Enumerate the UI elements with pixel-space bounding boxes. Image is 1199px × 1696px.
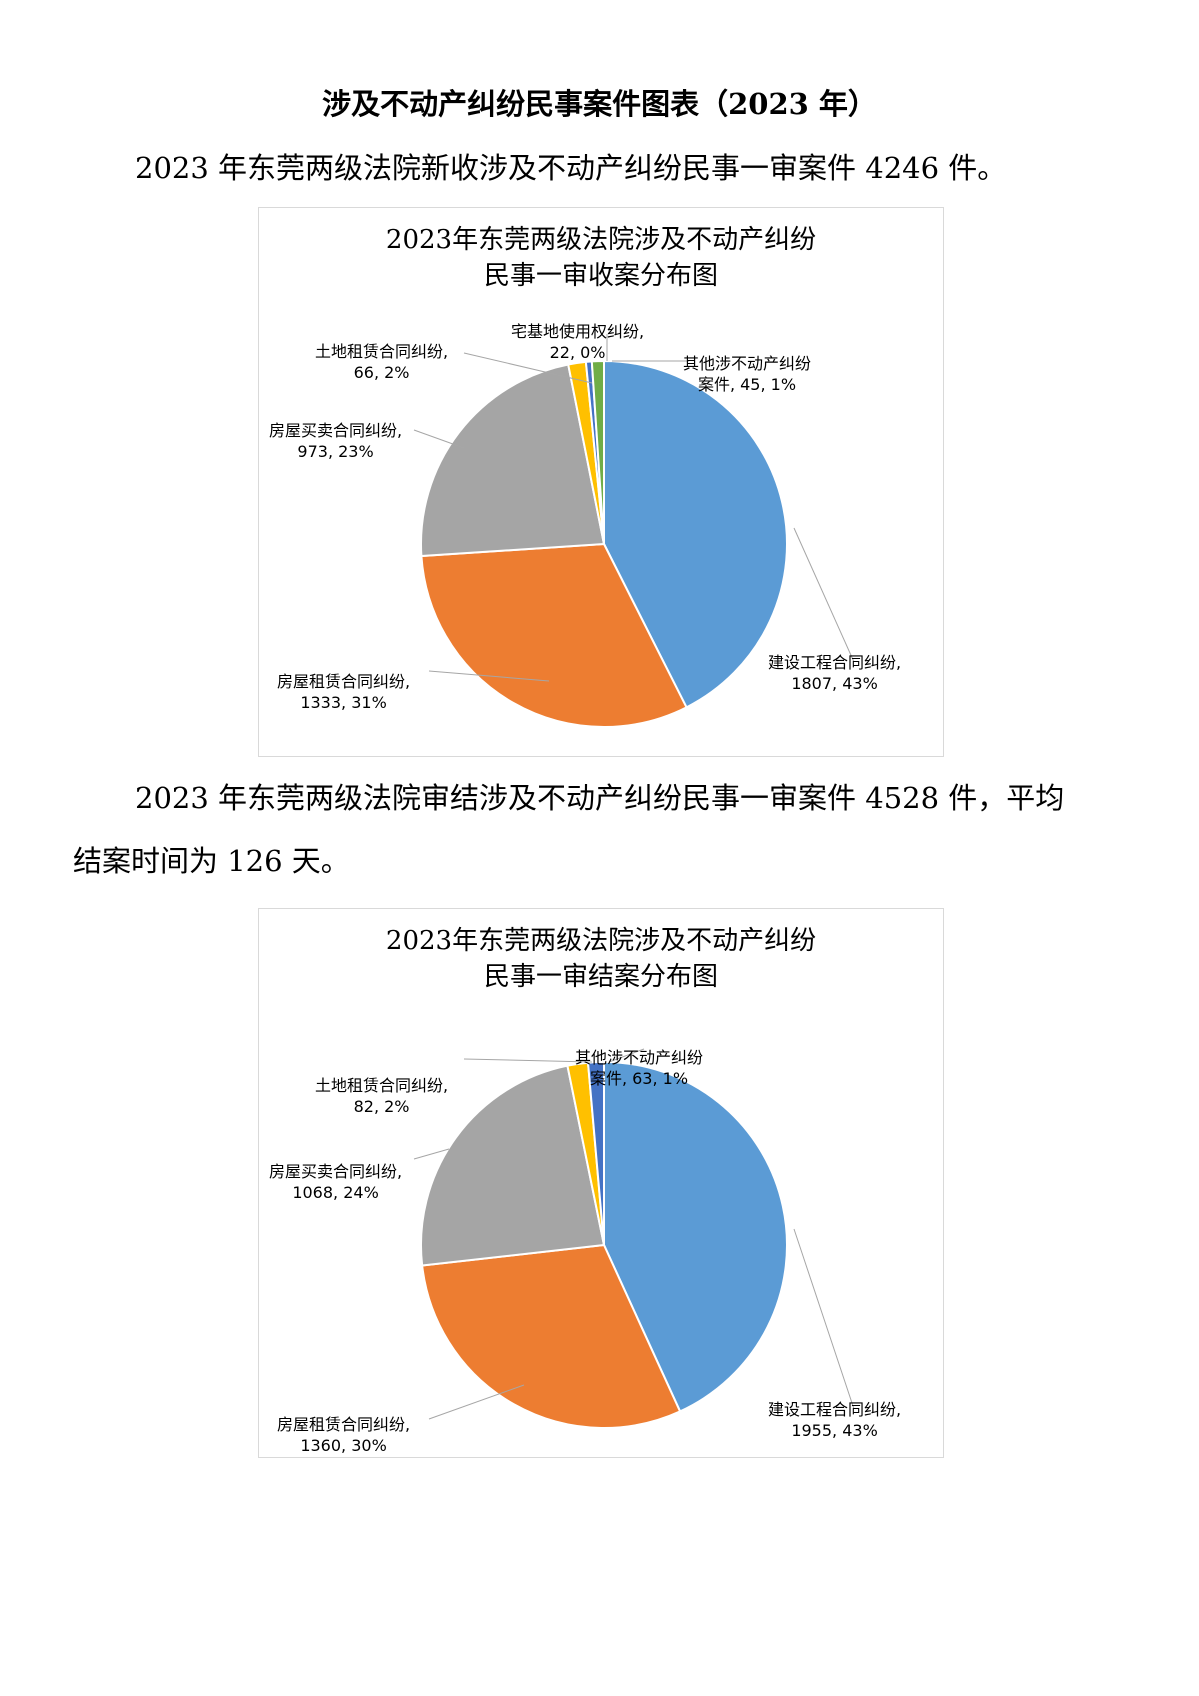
chart-title-line2: 民事一审结案分布图 <box>483 962 718 992</box>
closure-summary-line2: 结案时间为 126 天。 <box>73 844 350 878</box>
label-other-real-estate: 其他涉不动产纠纷 案件, 45, 1% <box>683 354 812 394</box>
chart-title-line1: 2023年东莞两级法院涉及不动产纠纷 <box>385 225 817 255</box>
pie-slice-0 <box>603 1060 788 1413</box>
intake-pie-chart: 2023年东莞两级法院涉及不动产纠纷 民事一审收案分布图 建设工程合同纠纷, 18… <box>258 207 944 757</box>
chart-title: 2023年东莞两级法院涉及不动产纠纷 民事一审结案分布图 <box>259 923 943 995</box>
leader-line-2 <box>413 1148 450 1160</box>
closure-summary-line1: 2023 年东莞两级法院审结涉及不动产纠纷民事一审案件 4528 件，平均 <box>135 781 1065 815</box>
leader-line-2 <box>413 429 465 449</box>
page-title: 涉及不动产纠纷民事案件图表（2023 年） <box>322 87 877 121</box>
closure-pie-svg <box>413 1048 855 1429</box>
leader-line-4 <box>608 1048 645 1063</box>
label-land-lease: 土地租赁合同纠纷, 82, 2% <box>315 1076 449 1116</box>
label-construction-contract: 建设工程合同纠纷, 1807, 43% <box>768 653 902 693</box>
leader-line-1 <box>428 1384 525 1420</box>
intake-summary: 2023 年东莞两级法院新收涉及不动产纠纷民事一审案件 4246 件。 <box>135 151 1007 185</box>
label-other-real-estate: 其他涉不动产纠纷 案件, 63, 1% <box>575 1048 704 1088</box>
pie-slice-5 <box>590 359 605 545</box>
pie-slice-4 <box>586 1060 605 1246</box>
chart-title-line1: 2023年东莞两级法院涉及不动产纠纷 <box>385 926 817 956</box>
pie-slice-2 <box>420 363 606 558</box>
leader-line-3 <box>463 1058 593 1063</box>
chart-title-line2: 民事一审收案分布图 <box>483 261 718 291</box>
pie-slice-2 <box>419 1064 606 1267</box>
label-house-sale: 房屋买卖合同纠纷, 1068, 24% <box>269 1162 403 1202</box>
intake-pie-svg <box>413 334 855 728</box>
label-house-lease: 房屋租赁合同纠纷, 1360, 30% <box>277 1415 411 1455</box>
label-house-lease: 房屋租赁合同纠纷, 1333, 31% <box>277 672 411 712</box>
leader-line-3 <box>463 352 593 384</box>
label-construction-contract: 建设工程合同纠纷, 1955, 43% <box>768 1400 902 1440</box>
label-house-sale: 房屋买卖合同纠纷, 973, 23% <box>269 421 403 461</box>
leader-line-0 <box>793 527 855 663</box>
leader-line-1 <box>428 670 550 682</box>
pie-slice-0 <box>603 359 788 709</box>
leader-line-0 <box>793 1228 855 1410</box>
closure-pie-chart: 2023年东莞两级法院涉及不动产纠纷 民事一审结案分布图 建设工程合同纠纷, 19… <box>258 908 944 1458</box>
chart-title: 2023年东莞两级法院涉及不动产纠纷 民事一审收案分布图 <box>259 222 943 294</box>
pie-slice-1 <box>421 1243 682 1429</box>
label-land-lease: 土地租赁合同纠纷, 66, 2% <box>315 342 449 382</box>
pie-slice-1 <box>420 542 688 728</box>
label-homestead: 宅基地使用权纠纷, 22, 0% <box>511 322 645 362</box>
